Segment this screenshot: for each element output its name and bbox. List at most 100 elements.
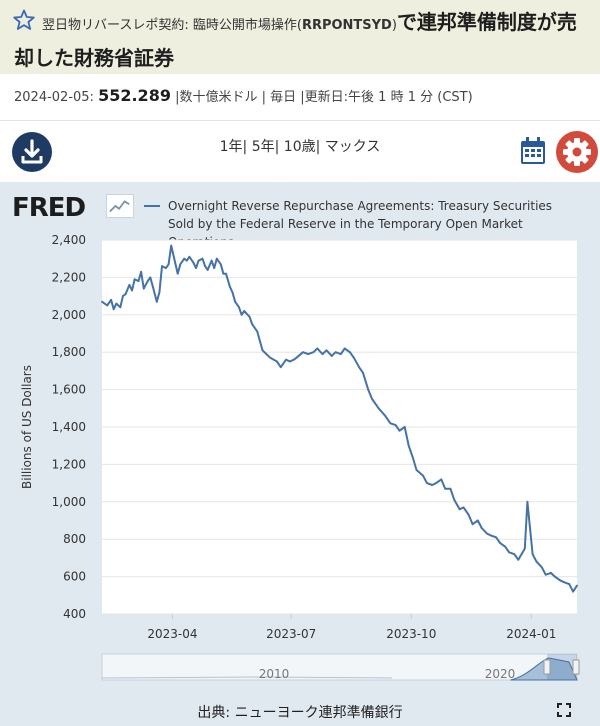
data-point bbox=[238, 306, 240, 309]
data-point bbox=[201, 257, 204, 260]
y-tick-label: 400 bbox=[63, 607, 86, 621]
data-point bbox=[431, 484, 434, 486]
data-point bbox=[371, 398, 374, 400]
data-point bbox=[131, 289, 133, 292]
title-prefix: 翌日物リバースレポ契約: 臨時公開市場操作( bbox=[42, 18, 302, 33]
data-point bbox=[140, 270, 143, 273]
data-point bbox=[480, 527, 483, 529]
y-axis-label: Billions of US Dollars bbox=[20, 365, 34, 489]
data-point bbox=[206, 269, 209, 271]
data-point bbox=[312, 351, 315, 354]
data-point bbox=[334, 351, 337, 354]
data-point bbox=[476, 519, 479, 522]
data-point bbox=[449, 487, 452, 490]
data-point bbox=[240, 313, 243, 316]
data-point bbox=[495, 536, 497, 539]
data-point bbox=[251, 323, 253, 326]
y-tick-label: 2,200 bbox=[52, 270, 86, 284]
data-point bbox=[440, 478, 443, 481]
line-chart: 400 600 800 1,000 1,200 1,400 1,600 1,800 2,000 2… bbox=[20, 233, 580, 681]
range-5y[interactable]: 5年| bbox=[251, 139, 280, 155]
data-point bbox=[174, 261, 176, 264]
data-point bbox=[179, 263, 182, 266]
data-point bbox=[572, 590, 574, 593]
data-point bbox=[234, 300, 237, 303]
data-point bbox=[215, 257, 218, 260]
data-point bbox=[321, 353, 324, 355]
data-point bbox=[243, 310, 246, 312]
data-point bbox=[188, 255, 191, 258]
data-point bbox=[343, 347, 346, 350]
data-point bbox=[106, 304, 109, 307]
data-point bbox=[362, 371, 364, 374]
data-point bbox=[269, 356, 272, 359]
x-tick-label: 2023-04 bbox=[147, 627, 197, 641]
range-max[interactable]: マックス bbox=[324, 139, 381, 155]
data-point bbox=[222, 272, 225, 275]
data-point bbox=[458, 508, 461, 511]
data-point bbox=[142, 287, 145, 290]
data-point bbox=[307, 353, 310, 355]
frequency-label: | 毎日 bbox=[261, 90, 297, 105]
title-main: で連邦準備制度が売却した財務省証券 bbox=[14, 10, 577, 70]
data-point bbox=[367, 388, 370, 391]
data-point bbox=[394, 424, 397, 427]
data-point bbox=[513, 553, 516, 556]
data-point bbox=[219, 263, 222, 266]
y-tick-label: 1,000 bbox=[52, 495, 86, 509]
fred-graph-icon bbox=[106, 194, 134, 218]
data-point bbox=[112, 308, 115, 311]
x-tick-label: 2024-01 bbox=[506, 627, 556, 641]
calendar-icon[interactable] bbox=[520, 137, 546, 165]
data-point bbox=[358, 366, 360, 369]
data-point bbox=[544, 573, 547, 576]
data-point bbox=[526, 500, 529, 503]
data-point bbox=[426, 482, 428, 484]
data-point bbox=[540, 566, 543, 569]
page-title: 翌日物リバースレポ契約: 臨時公開市場操作(RRPONTSYD)で連邦準備制度が… bbox=[14, 6, 594, 74]
fullscreen-icon[interactable] bbox=[557, 703, 571, 717]
data-point bbox=[213, 267, 216, 269]
y-tick-label: 2,000 bbox=[52, 308, 86, 322]
fred-logo: FRED bbox=[12, 193, 86, 223]
settings-button[interactable] bbox=[556, 131, 598, 173]
download-button[interactable] bbox=[12, 132, 52, 172]
data-point bbox=[170, 244, 173, 247]
data-point bbox=[158, 291, 161, 294]
data-point bbox=[550, 571, 552, 574]
data-point bbox=[231, 291, 234, 294]
observation-date: 2024-02-05: bbox=[14, 90, 94, 105]
y-tick-label: 1,200 bbox=[52, 457, 86, 471]
data-point bbox=[261, 349, 264, 352]
data-point bbox=[225, 272, 227, 275]
navigator-handle-right bbox=[572, 659, 580, 675]
data-point bbox=[330, 355, 333, 357]
data-point bbox=[568, 583, 571, 585]
range-1y[interactable]: 1年| bbox=[219, 139, 248, 155]
x-tick-label: 2023-07 bbox=[266, 627, 316, 641]
legend-label: Overnight Reverse Repurchase Agreements:… bbox=[168, 199, 553, 249]
download-icon bbox=[21, 139, 43, 164]
range-selector: 1年| 5年| 10歳| マックス bbox=[0, 136, 600, 156]
title-bar bbox=[0, 0, 600, 74]
data-point bbox=[121, 295, 124, 297]
data-point bbox=[149, 276, 152, 279]
legend-swatch bbox=[144, 205, 160, 207]
y-tick-label: 1,800 bbox=[52, 345, 86, 359]
data-point bbox=[128, 283, 131, 286]
data-point bbox=[292, 358, 295, 361]
data-point bbox=[523, 547, 526, 550]
data-point bbox=[197, 259, 200, 262]
observation-meta: 2024-02-05: 552.289 |数十億米ドル | 毎日 |更新日:午後… bbox=[14, 86, 473, 105]
data-point bbox=[155, 300, 158, 303]
range-10y[interactable]: 10歳| bbox=[283, 139, 321, 155]
favorite-star-icon[interactable] bbox=[12, 8, 36, 32]
data-point bbox=[415, 469, 418, 471]
data-point bbox=[486, 532, 488, 535]
data-point bbox=[167, 263, 170, 266]
data-point bbox=[289, 360, 291, 363]
data-point bbox=[161, 265, 163, 268]
data-point bbox=[228, 285, 231, 288]
data-point bbox=[508, 551, 511, 554]
title-suffix: ) bbox=[391, 18, 397, 33]
